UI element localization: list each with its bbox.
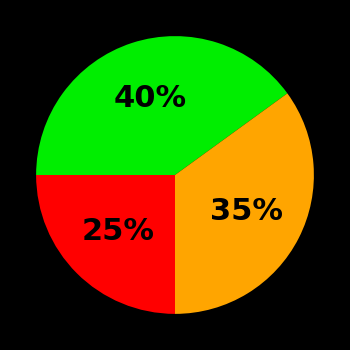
Wedge shape <box>36 175 175 314</box>
Text: 40%: 40% <box>113 84 187 113</box>
Wedge shape <box>36 36 287 175</box>
Text: 25%: 25% <box>82 217 155 246</box>
Wedge shape <box>175 93 314 314</box>
Text: 35%: 35% <box>210 197 283 226</box>
